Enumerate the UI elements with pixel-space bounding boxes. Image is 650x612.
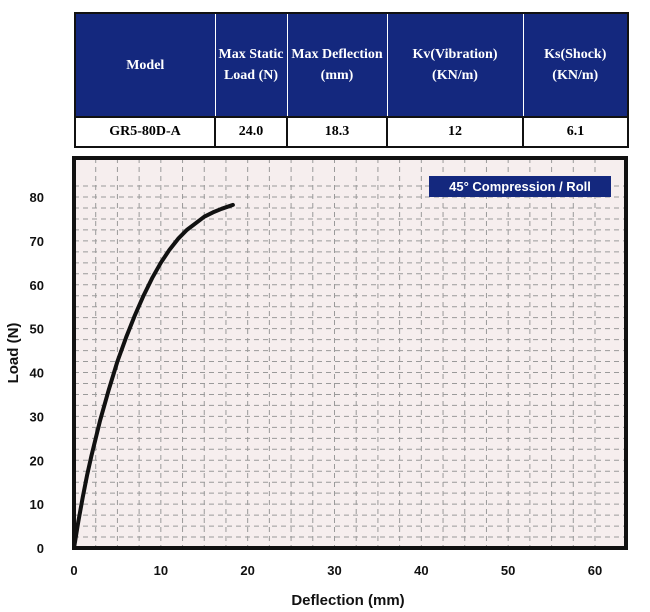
y-tick-label: 50 bbox=[30, 322, 44, 337]
spec-table: Model Max Static Load (N) Max Deflection… bbox=[74, 12, 629, 148]
legend-label: 45° Compression / Roll bbox=[449, 179, 591, 194]
plot-background bbox=[74, 158, 626, 548]
y-axis-ticks: 0 10 20 30 40 50 60 70 80 bbox=[30, 190, 44, 556]
x-tick-label: 20 bbox=[240, 563, 254, 578]
cell-max-static-load: 24.0 bbox=[214, 116, 288, 148]
cell-max-deflection: 18.3 bbox=[286, 116, 388, 148]
y-tick-label: 20 bbox=[30, 453, 44, 468]
legend-box bbox=[429, 176, 611, 197]
spec-data-row: GR5-80D-A 24.0 18.3 12 6.1 bbox=[74, 116, 629, 148]
load-deflection-chart: 45° Compression / Roll 0 10 20 30 40 50 60 0 10… bbox=[5, 156, 628, 609]
x-tick-label: 0 bbox=[70, 563, 77, 578]
y-tick-label: 0 bbox=[37, 541, 44, 556]
x-axis-ticks: 0 10 20 30 40 50 60 bbox=[70, 563, 602, 578]
y-tick-label: 80 bbox=[30, 190, 44, 205]
series-line bbox=[72, 202, 235, 550]
y-tick-label: 40 bbox=[30, 366, 44, 381]
header-max-static-load: Max Static Load (N) bbox=[214, 12, 288, 118]
y-tick-label: 30 bbox=[30, 409, 44, 424]
cell-ks-shock: 6.1 bbox=[522, 116, 629, 148]
y-tick-label: 70 bbox=[30, 234, 44, 249]
y-tick-label: 60 bbox=[30, 278, 44, 293]
grid bbox=[73, 158, 626, 549]
x-tick-label: 10 bbox=[154, 563, 168, 578]
y-axis-title: Load (N) bbox=[5, 323, 22, 384]
y-tick-label: 10 bbox=[30, 497, 44, 512]
cell-model: GR5-80D-A bbox=[74, 116, 216, 148]
legend: 45° Compression / Roll bbox=[429, 176, 611, 197]
plot-frame bbox=[72, 156, 628, 550]
x-axis-title: Deflection (mm) bbox=[291, 592, 404, 609]
spec-header-row: Model Max Static Load (N) Max Deflection… bbox=[74, 12, 629, 118]
header-kv-vibration: Kv(Vibration) (KN/m) bbox=[386, 12, 524, 118]
header-model: Model bbox=[74, 12, 216, 118]
x-tick-label: 50 bbox=[501, 563, 515, 578]
x-tick-label: 60 bbox=[588, 563, 602, 578]
x-tick-label: 40 bbox=[414, 563, 428, 578]
header-max-deflection: Max Deflection (mm) bbox=[286, 12, 388, 118]
cell-kv-vibration: 12 bbox=[386, 116, 524, 148]
header-ks-shock: Ks(Shock) (KN/m) bbox=[522, 12, 629, 118]
x-tick-label: 30 bbox=[327, 563, 341, 578]
